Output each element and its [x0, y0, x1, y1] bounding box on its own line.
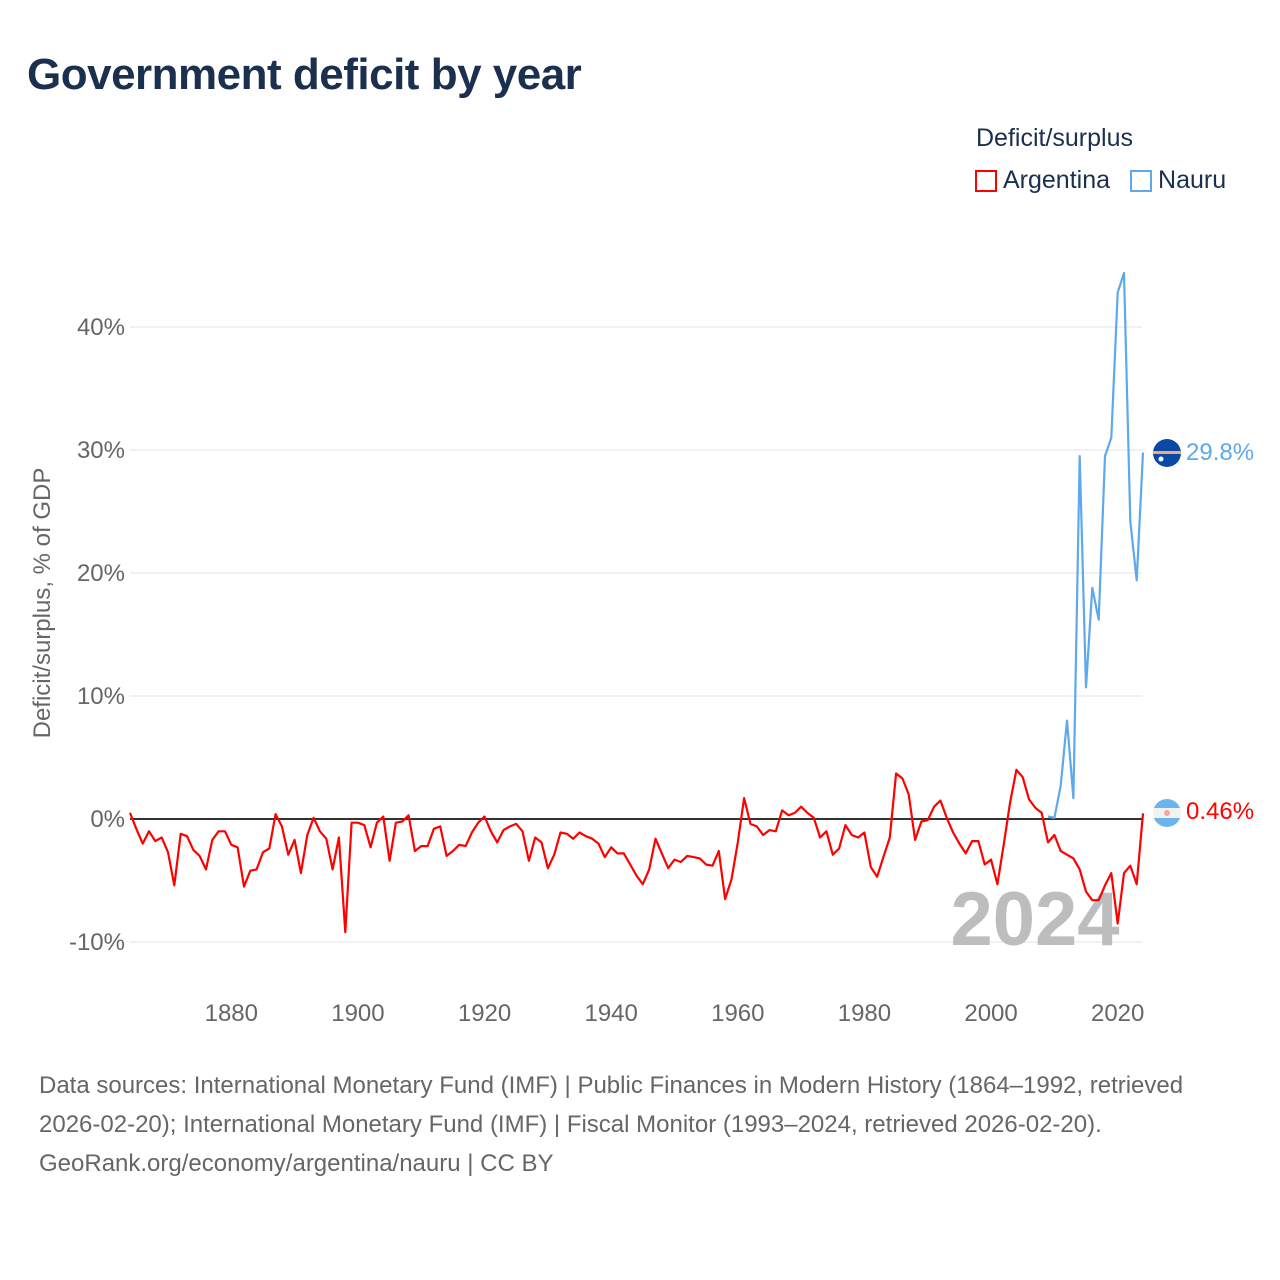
legend-swatch-argentina: [975, 169, 997, 192]
attribution-link[interactable]: GeoRank.org/economy/argentina/nauru | CC…: [39, 1150, 554, 1177]
y-tick-label: 20%: [77, 560, 125, 587]
legend-swatch-nauru: [1130, 169, 1153, 192]
data-sources: Data sources: International Monetary Fun…: [39, 1072, 1184, 1138]
legend-title: Deficit/surplus: [976, 124, 1133, 152]
end-marker-nauru: 29.8%: [1153, 439, 1254, 467]
end-label-argentina: 0.46%: [1186, 798, 1254, 825]
chart-area: -10%0%10%20%30%40% 1880 1900 1920 1940 1960 1…: [29, 271, 1254, 1027]
x-tick-labels: 1880 1900 1920 1940 1960 1980 2000 2020: [205, 1000, 1145, 1027]
series-line-argentina: [128, 768, 1145, 934]
x-tick-label: 1960: [711, 1000, 764, 1027]
y-tick-label: -10%: [69, 929, 125, 956]
legend-item-argentina[interactable]: Argentina: [975, 166, 1110, 195]
footer: Data sources: International Monetary Fun…: [39, 1066, 1239, 1183]
y-tick-label: 40%: [77, 314, 125, 341]
x-tick-label: 1920: [458, 1000, 511, 1027]
chart-title: Government deficit by year: [27, 50, 582, 99]
x-tick-label: 1880: [205, 1000, 258, 1027]
grid-lines: [130, 326, 1142, 943]
x-tick-label: 1940: [584, 1000, 637, 1027]
legend-item-nauru[interactable]: Nauru: [1130, 166, 1226, 195]
y-tick-label: 30%: [77, 437, 125, 464]
argentina-flag-icon: [1153, 799, 1181, 827]
legend: Argentina Nauru: [975, 166, 1226, 195]
legend-label-argentina: Argentina: [1003, 166, 1111, 194]
end-label-nauru: 29.8%: [1186, 439, 1254, 466]
y-axis-label: Deficit/surplus, % of GDP: [29, 468, 56, 739]
nauru-flag-star: [1158, 456, 1164, 462]
legend-label-nauru: Nauru: [1158, 166, 1227, 194]
x-tick-label: 1900: [331, 1000, 384, 1027]
series-line-nauru: [1047, 271, 1145, 819]
year-watermark: 2024: [950, 877, 1119, 962]
series-lines: [128, 271, 1145, 934]
nauru-flag-stripe: [1153, 451, 1181, 454]
x-tick-label: 2020: [1091, 1000, 1144, 1027]
x-tick-label: 2000: [964, 1000, 1017, 1027]
y-tick-label: 10%: [77, 683, 125, 710]
y-tick-label: 0%: [90, 806, 125, 833]
end-marker-argentina: 0.46%: [1153, 798, 1254, 827]
x-tick-label: 1980: [838, 1000, 891, 1027]
y-tick-labels: -10% 0% 10% 20% 30% 40%: [69, 314, 125, 956]
